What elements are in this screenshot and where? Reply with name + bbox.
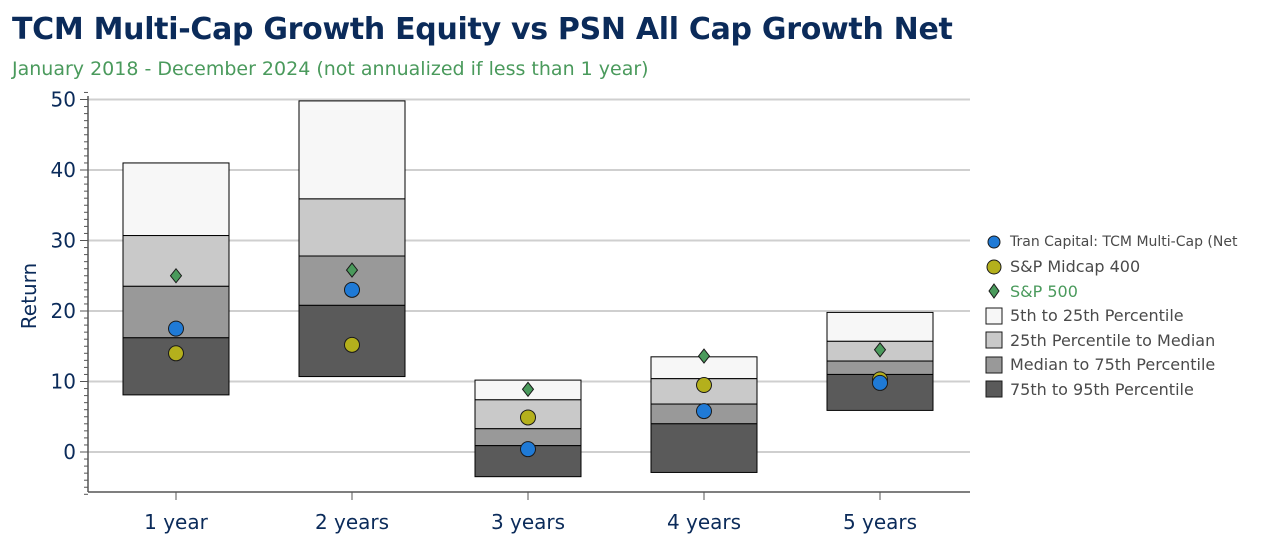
legend-label: 25th Percentile to Median: [1010, 330, 1216, 350]
y-tick-label: 0: [63, 440, 76, 464]
circle-marker-icon: [985, 233, 1003, 251]
sp500-marker: [873, 341, 887, 358]
legend-item: Median to 75th Percentile: [985, 353, 1237, 378]
x-tick-label: 2 years: [315, 510, 389, 534]
y-tick-label: 40: [51, 158, 76, 182]
sp500-marker: [521, 381, 535, 398]
y-tick-label: 20: [51, 299, 76, 323]
chart-legend: Tran Capital: TCM Multi-Cap (Net S&P Midc…: [985, 230, 1237, 402]
percentile-band: [298, 198, 406, 257]
legend-item: S&P 500: [985, 279, 1237, 304]
legend-item: 75th to 95th Percentile: [985, 377, 1237, 402]
legend-label: Tran Capital: TCM Multi-Cap (Net: [1010, 234, 1238, 251]
legend-label: 5th to 25th Percentile: [1010, 306, 1184, 326]
square-marker-icon: [985, 331, 1003, 349]
legend-label: S&P Midcap 400: [1010, 257, 1141, 277]
diamond-marker-icon: [985, 282, 1003, 300]
percentile-band: [650, 423, 758, 473]
circle-marker-icon: [985, 258, 1003, 276]
y-tick-label: 50: [51, 88, 76, 112]
legend-label: Median to 75th Percentile: [1010, 355, 1216, 375]
x-tick-label: 4 years: [667, 510, 741, 534]
midcap-marker: [168, 345, 184, 362]
square-marker-icon: [985, 380, 1003, 398]
chart-subtitle: January 2018 - December 2024 (not annual…: [12, 58, 649, 80]
square-marker-icon: [985, 356, 1003, 374]
sp500-marker: [345, 262, 359, 278]
chart-title: TCM Multi-Cap Growth Equity vs PSN All C…: [12, 12, 953, 47]
x-tick-label: 3 years: [491, 510, 565, 534]
tcm-marker: [168, 320, 184, 337]
sp500-marker: [169, 267, 183, 284]
percentile-band: [122, 162, 230, 237]
tcm-marker: [872, 374, 888, 391]
legend-label: S&P 500: [1010, 281, 1078, 301]
tcm-marker: [344, 281, 360, 298]
x-tick-label: 5 years: [843, 510, 917, 534]
sp500-marker: [697, 348, 711, 364]
legend-item: Tran Capital: TCM Multi-Cap (Net: [985, 230, 1237, 255]
y-tick-label: 10: [51, 370, 76, 394]
x-tick-label: 1 year: [144, 510, 208, 534]
percentile-band: [826, 311, 934, 342]
square-marker-icon: [985, 307, 1003, 325]
legend-item: 5th to 25th Percentile: [985, 304, 1237, 329]
legend-item: S&P Midcap 400: [985, 255, 1237, 280]
percentile-band: [298, 100, 406, 200]
midcap-marker: [696, 377, 712, 394]
y-axis-label: Return: [17, 263, 41, 329]
midcap-marker: [344, 336, 360, 353]
midcap-marker: [520, 409, 536, 426]
tcm-marker: [520, 441, 536, 458]
y-tick-label: 30: [51, 229, 76, 253]
tcm-marker: [696, 403, 712, 420]
legend-label: 75th to 95th Percentile: [1010, 379, 1194, 399]
legend-item: 25th Percentile to Median: [985, 328, 1237, 353]
